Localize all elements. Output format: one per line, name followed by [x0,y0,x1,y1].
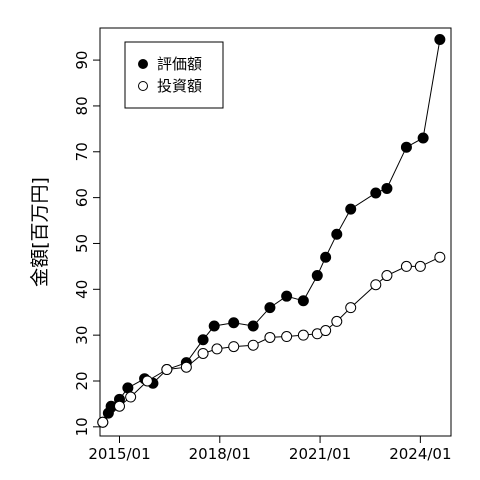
data-point-valuation [228,317,240,329]
x-tick-label: 2024/01 [389,445,451,463]
x-tick-label: 2018/01 [189,445,251,463]
data-point-investment [414,260,426,272]
y-tick-label: 50 [73,234,91,253]
data-point-investment [281,331,293,343]
data-point-investment [197,347,209,359]
data-point-investment [297,329,309,341]
data-point-valuation [297,295,309,307]
series-line-2 [102,256,441,423]
data-point-investment [434,251,446,263]
x-tick-label: 2021/01 [289,445,351,463]
data-point-valuation [345,203,357,215]
data-point-valuation [247,320,259,332]
data-point-valuation [122,382,134,394]
data-point-valuation [400,141,412,153]
data-point-investment [264,331,276,343]
y-tick-label: 80 [73,96,91,115]
data-point-valuation [281,290,293,302]
legend-box [124,41,224,109]
y-tick-label: 90 [73,51,91,70]
data-point-valuation [381,182,393,194]
data-point-valuation [311,270,323,282]
data-point-valuation [434,33,446,45]
legend-label: 投資額 [157,77,202,95]
data-point-valuation [370,187,382,199]
y-axis: 10 20 30 40 50 60 70 80 90 [73,51,100,436]
data-point-valuation [417,132,429,144]
plot-frame [99,27,452,437]
legend-label: 評価額 [157,55,202,73]
y-tick-label: 30 [73,326,91,345]
data-point-investment [370,279,382,291]
data-point-investment [211,343,223,355]
data-point-valuation [331,228,343,240]
data-point-valuation [208,320,220,332]
data-point-investment [228,341,240,353]
data-point-valuation [264,302,276,314]
data-point-investment [97,416,109,428]
data-point-investment [161,364,173,376]
y-tick-label: 60 [73,188,91,207]
data-point-investment [247,339,259,351]
data-point-investment [125,391,137,403]
data-point-investment [141,375,153,387]
data-point-investment [345,302,357,314]
data-point-valuation [197,334,209,346]
data-point-valuation [320,251,332,263]
legend-marker [138,59,148,69]
data-point-investment [114,400,125,412]
legend-marker [138,81,148,91]
data-point-investment [381,270,393,282]
data-point-investment [400,260,412,272]
series-layer [97,33,446,428]
y-tick-label: 10 [73,417,91,436]
data-point-investment [180,361,192,373]
y-tick-label: 20 [73,371,91,390]
data-point-investment [331,315,343,327]
y-tick-label: 40 [73,280,91,299]
y-axis-title: 金額[百万円] [29,177,51,287]
x-tick-label: 2015/01 [88,445,150,463]
y-tick-label: 70 [73,142,91,161]
data-point-investment [320,325,332,337]
x-axis: 2015/01 2018/01 2021/01 2024/01 [88,436,452,463]
